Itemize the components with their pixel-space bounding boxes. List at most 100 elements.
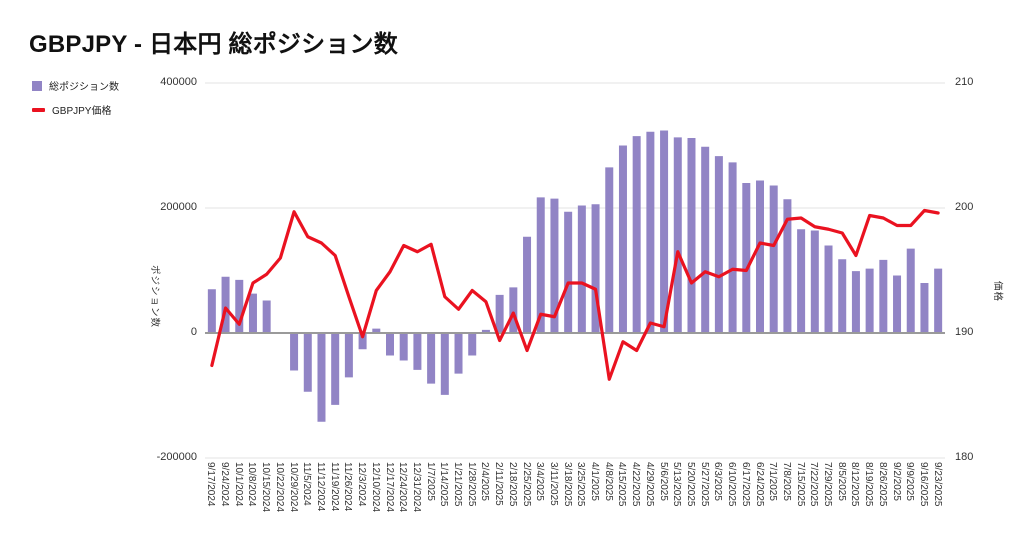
x-tick-label: 6/24/2025 — [753, 462, 765, 507]
x-tick-label: 3/4/2025 — [534, 462, 546, 501]
position-bar — [509, 287, 518, 333]
position-bar — [290, 333, 299, 371]
position-bar — [344, 333, 353, 378]
position-bar — [851, 271, 860, 333]
x-tick-label: 8/5/2025 — [835, 462, 847, 501]
x-tick-label: 11/19/2024 — [328, 462, 340, 512]
x-tick-label: 10/1/2024 — [232, 462, 244, 507]
position-bar — [632, 136, 641, 333]
position-bar — [742, 183, 751, 333]
position-bar — [564, 211, 573, 333]
x-tick-label: 11/12/2024 — [314, 462, 326, 512]
position-bar — [920, 283, 929, 333]
bar-swatch-icon — [32, 80, 42, 91]
x-tick-label: 7/22/2025 — [808, 462, 820, 507]
position-bar — [413, 333, 422, 370]
x-tick-label: 8/12/2025 — [849, 462, 861, 507]
x-tick-label: 12/3/2024 — [356, 462, 368, 507]
x-tick-label: 3/11/2025 — [547, 462, 559, 506]
x-tick-label: 5/20/2025 — [684, 462, 696, 507]
y-right-tick-label: 180 — [955, 451, 974, 463]
x-tick-label: 2/11/2025 — [493, 462, 505, 506]
x-tick-label: 4/29/2025 — [643, 462, 655, 507]
x-tick-label: 11/5/2024 — [301, 462, 313, 506]
x-tick-label: 3/25/2025 — [575, 462, 587, 507]
x-tick-label: 1/7/2025 — [424, 462, 436, 501]
x-tick-label: 1/21/2025 — [452, 462, 464, 507]
x-tick-label: 2/4/2025 — [479, 462, 491, 501]
position-bar — [235, 279, 244, 333]
position-bar — [714, 156, 723, 333]
x-tick-label: 7/15/2025 — [794, 462, 806, 507]
legend-label-price: GBPJPY価格 — [52, 106, 112, 117]
chart-title: GBPJPY - 日本円 総ポジション数 — [29, 31, 398, 58]
x-tick-label: 2/18/2025 — [506, 462, 518, 507]
position-bar — [783, 199, 792, 333]
position-bars — [207, 130, 943, 422]
position-bar — [824, 245, 833, 333]
y-axis-title-right: 価格 — [992, 281, 1003, 303]
position-bar — [468, 333, 477, 356]
legend-item-price: GBPJPY価格 — [32, 102, 119, 117]
x-tick-label: 4/22/2025 — [630, 462, 642, 507]
x-tick-label: 7/29/2025 — [822, 462, 834, 507]
y-right-tick-label: 200 — [955, 201, 974, 213]
position-bar — [728, 162, 737, 333]
x-tick-label: 1/28/2025 — [465, 462, 477, 507]
x-tick-label: 6/17/2025 — [739, 462, 751, 507]
y-axis-title-left: ポジション数 — [149, 265, 160, 329]
position-bar — [797, 229, 806, 333]
x-tick-label: 8/19/2025 — [863, 462, 875, 507]
x-tick-label: 11/26/2024 — [342, 462, 354, 512]
position-bar — [317, 333, 326, 422]
x-tick-label: 10/22/2024 — [273, 462, 285, 513]
position-bar — [221, 276, 230, 333]
position-bar — [331, 333, 340, 405]
x-tick-label: 9/9/2025 — [904, 462, 916, 501]
position-bar — [481, 329, 490, 333]
x-tick-label: 4/1/2025 — [589, 462, 601, 501]
y-left-tick-label: 200000 — [160, 201, 197, 213]
x-tick-label: 4/8/2025 — [602, 462, 614, 501]
position-bar — [934, 268, 943, 333]
x-tick-label: 5/27/2025 — [698, 462, 710, 507]
x-tick-label: 3/18/2025 — [561, 462, 573, 507]
x-tick-label: 9/24/2024 — [219, 462, 231, 507]
position-bar — [495, 294, 504, 333]
position-bar — [427, 333, 436, 384]
legend-label-positions: 総ポジション数 — [49, 82, 119, 93]
position-bar — [646, 131, 655, 333]
x-tick-label: 12/17/2024 — [383, 462, 395, 513]
position-bar — [550, 198, 559, 333]
position-bar — [893, 275, 902, 333]
position-bar — [372, 328, 381, 333]
position-bar — [207, 289, 216, 333]
x-tick-label: 7/8/2025 — [780, 462, 792, 501]
x-tick-label: 10/8/2024 — [246, 462, 258, 507]
position-bar — [358, 333, 367, 350]
x-tick-label: 8/26/2025 — [876, 462, 888, 507]
x-tick-label: 12/24/2024 — [397, 462, 409, 513]
position-bar — [591, 204, 600, 333]
position-bar — [673, 137, 682, 333]
position-bar — [386, 333, 394, 356]
position-bar — [399, 333, 408, 361]
position-bar — [810, 230, 819, 333]
x-tick-label: 6/3/2025 — [712, 462, 724, 501]
position-bar — [769, 185, 778, 333]
y-right-tick-label: 190 — [955, 326, 974, 338]
x-tick-label: 2/25/2025 — [520, 462, 532, 507]
line-swatch-icon — [32, 107, 45, 112]
y-left-tick-label: -200000 — [156, 451, 197, 463]
x-tick-label: 12/10/2024 — [369, 462, 381, 513]
position-bar — [577, 205, 586, 333]
y-left-tick-label: 400000 — [160, 76, 197, 88]
legend: 総ポジション数 GBPJPY価格 — [32, 78, 119, 117]
x-tick-label: 9/17/2024 — [205, 462, 217, 507]
x-tick-label: 4/15/2025 — [616, 462, 628, 507]
position-bar — [618, 145, 627, 333]
legend-item-positions: 総ポジション数 — [32, 78, 119, 93]
x-tick-label: 5/13/2025 — [671, 462, 683, 507]
